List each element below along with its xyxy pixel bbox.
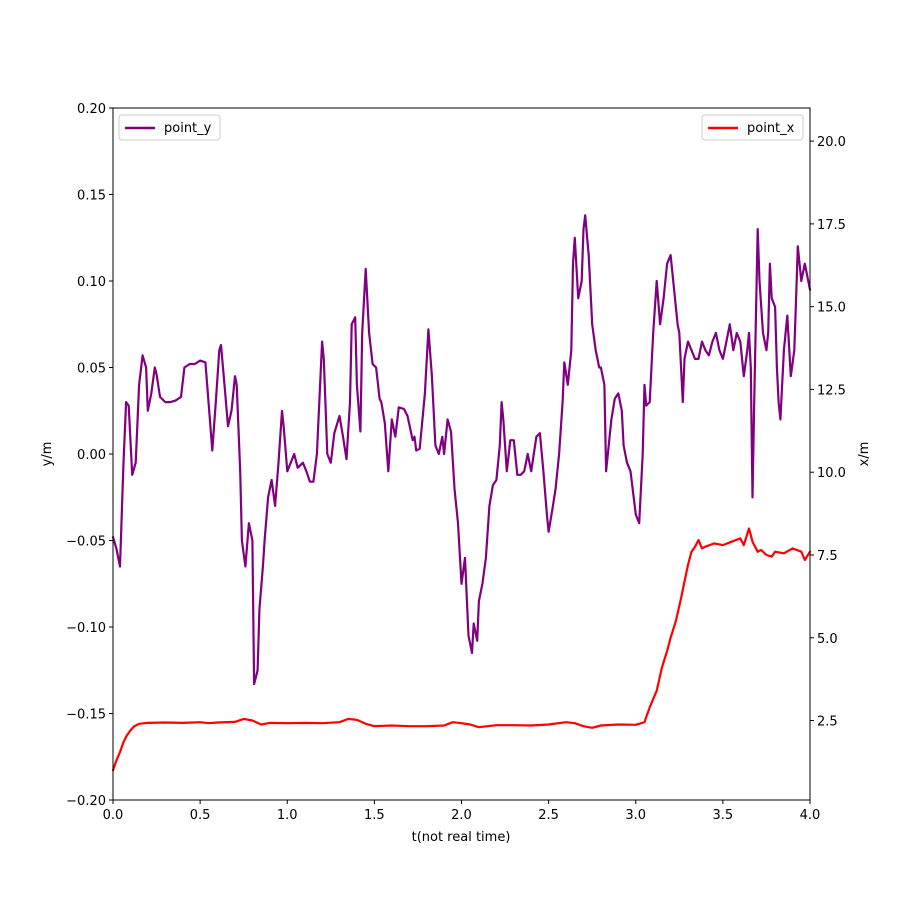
x-tick-label: 1.0 [277, 808, 298, 823]
y-left-tick-label: −0.10 [66, 621, 106, 636]
y-axis-right-label: x/m [857, 442, 872, 467]
x-tick-label: 0.0 [103, 808, 124, 823]
y-right-tick-label: 20.0 [817, 135, 846, 150]
x-tick-label: 1.5 [364, 808, 385, 823]
y-left-tick-label: −0.20 [66, 794, 106, 809]
y-axis-left-label: y/m [40, 442, 55, 467]
y-right-tick-label: 7.5 [817, 549, 838, 564]
legend-point-y-label: point_y [164, 121, 212, 136]
y-left-tick-label: 0.05 [77, 362, 106, 377]
x-tick-label: 0.5 [190, 808, 211, 823]
legend-point-x: point_x [701, 114, 804, 141]
y-left-tick-label: −0.15 [66, 708, 106, 723]
legend-point-y: point_y [118, 114, 221, 141]
x-tick-label: 4.0 [800, 808, 821, 823]
x-axis-label: t(not real time) [412, 830, 511, 845]
y-right-tick-label: 5.0 [817, 632, 838, 647]
series-line-point-y [111, 214, 812, 686]
y-left-tick-label: −0.05 [66, 535, 106, 550]
x-tick-label: 3.5 [713, 808, 734, 823]
series-line-point-x [111, 527, 812, 772]
y-right-tick-label: 2.5 [817, 715, 838, 730]
x-tick-label: 2.5 [538, 808, 559, 823]
legend-point-x-label: point_x [747, 121, 795, 136]
y-left-tick-label: 0.00 [77, 448, 106, 463]
plot-frame [112, 107, 811, 801]
series-layer [111, 214, 812, 772]
x-tick-label: 2.0 [451, 808, 472, 823]
y-right-tick-label: 15.0 [817, 301, 846, 316]
y-right-tick-label: 17.5 [817, 218, 846, 233]
x-tick-label: 3.0 [625, 808, 646, 823]
y-right-tick-label: 12.5 [817, 383, 846, 398]
ticks-layer: 0.0 0.5 1.0 1.5 2.0 2.5 3.0 3.5 4.0 −0.20 −0.15 −0.… [66, 102, 846, 823]
y-left-tick-label: 0.20 [77, 102, 106, 117]
y-left-tick-label: 0.15 [77, 189, 106, 204]
y-right-tick-label: 10.0 [817, 466, 846, 481]
y-left-tick-label: 0.10 [77, 275, 106, 290]
